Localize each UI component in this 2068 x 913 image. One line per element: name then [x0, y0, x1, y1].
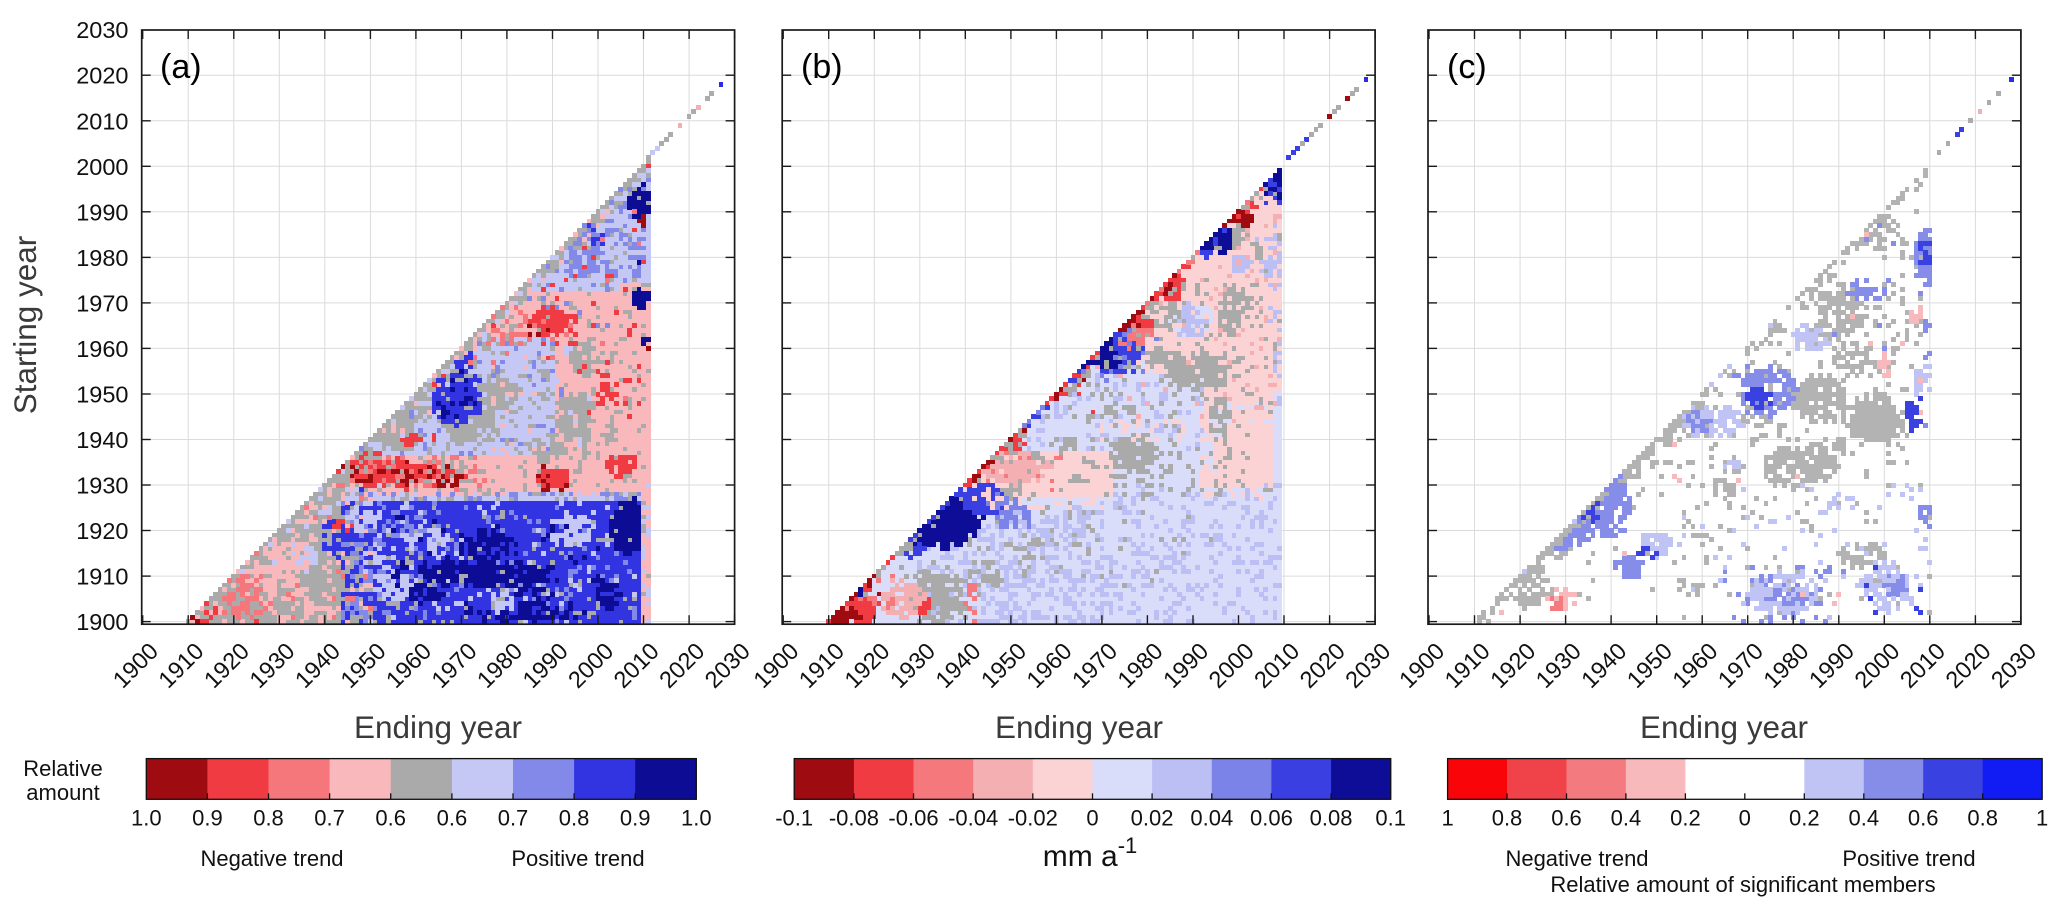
svg-text:-0.1: -0.1 [775, 806, 813, 831]
svg-text:-0.04: -0.04 [948, 806, 998, 831]
svg-text:0: 0 [1086, 806, 1098, 831]
svg-text:-0.02: -0.02 [1008, 806, 1058, 831]
svg-text:0.06: 0.06 [1250, 806, 1293, 831]
svg-text:Relative: Relative [23, 756, 102, 781]
svg-text:1900: 1900 [76, 609, 128, 635]
svg-text:0.9: 0.9 [620, 806, 651, 831]
svg-text:1: 1 [1441, 806, 1453, 831]
svg-text:0.8: 0.8 [1967, 806, 1998, 831]
svg-text:0.6: 0.6 [437, 806, 468, 831]
svg-text:0.4: 0.4 [1611, 806, 1642, 831]
svg-text:1.0: 1.0 [681, 806, 712, 831]
svg-text:1: 1 [2036, 806, 2048, 831]
svg-text:Relative amount of significant: Relative amount of significant members [1550, 872, 1935, 897]
svg-text:0.8: 0.8 [253, 806, 284, 831]
svg-text:0.6: 0.6 [375, 806, 406, 831]
svg-text:1930: 1930 [76, 473, 128, 499]
svg-text:1.0: 1.0 [131, 806, 162, 831]
svg-text:2000: 2000 [76, 154, 128, 180]
svg-text:(a): (a) [160, 48, 202, 86]
svg-text:1970: 1970 [76, 290, 128, 316]
svg-text:2010: 2010 [76, 108, 128, 134]
svg-text:2030: 2030 [76, 17, 128, 43]
svg-text:-0.06: -0.06 [888, 806, 938, 831]
svg-text:0.08: 0.08 [1310, 806, 1353, 831]
svg-text:0.1: 0.1 [1375, 806, 1406, 831]
svg-text:Negative trend: Negative trend [200, 846, 343, 871]
svg-text:0.7: 0.7 [498, 806, 529, 831]
svg-text:Positive trend: Positive trend [511, 846, 644, 871]
svg-text:2020: 2020 [76, 63, 128, 89]
svg-text:-0.08: -0.08 [829, 806, 879, 831]
svg-text:1960: 1960 [76, 336, 128, 362]
svg-text:0.8: 0.8 [559, 806, 590, 831]
svg-text:0.4: 0.4 [1849, 806, 1880, 831]
svg-text:Ending year: Ending year [354, 709, 522, 745]
svg-text:1990: 1990 [76, 199, 128, 225]
svg-text:Starting year: Starting year [7, 236, 43, 415]
svg-text:0.9: 0.9 [192, 806, 223, 831]
svg-text:0.8: 0.8 [1492, 806, 1523, 831]
svg-text:1980: 1980 [76, 245, 128, 271]
svg-text:(b): (b) [801, 48, 843, 86]
svg-text:0.6: 0.6 [1551, 806, 1582, 831]
svg-text:1940: 1940 [76, 427, 128, 453]
svg-text:0.02: 0.02 [1131, 806, 1174, 831]
svg-text:amount: amount [26, 780, 99, 805]
svg-text:Ending year: Ending year [995, 709, 1163, 745]
svg-text:0.2: 0.2 [1789, 806, 1820, 831]
svg-text:0.2: 0.2 [1670, 806, 1701, 831]
svg-text:1920: 1920 [76, 518, 128, 544]
svg-text:0.6: 0.6 [1908, 806, 1939, 831]
svg-text:(c): (c) [1447, 48, 1487, 86]
svg-text:Positive trend: Positive trend [1842, 846, 1975, 871]
svg-text:Ending year: Ending year [1640, 709, 1808, 745]
svg-text:Negative trend: Negative trend [1505, 846, 1648, 871]
svg-text:0.04: 0.04 [1190, 806, 1233, 831]
svg-text:0: 0 [1739, 806, 1751, 831]
svg-text:1910: 1910 [76, 564, 128, 590]
svg-text:1950: 1950 [76, 382, 128, 408]
svg-text:0.7: 0.7 [314, 806, 345, 831]
